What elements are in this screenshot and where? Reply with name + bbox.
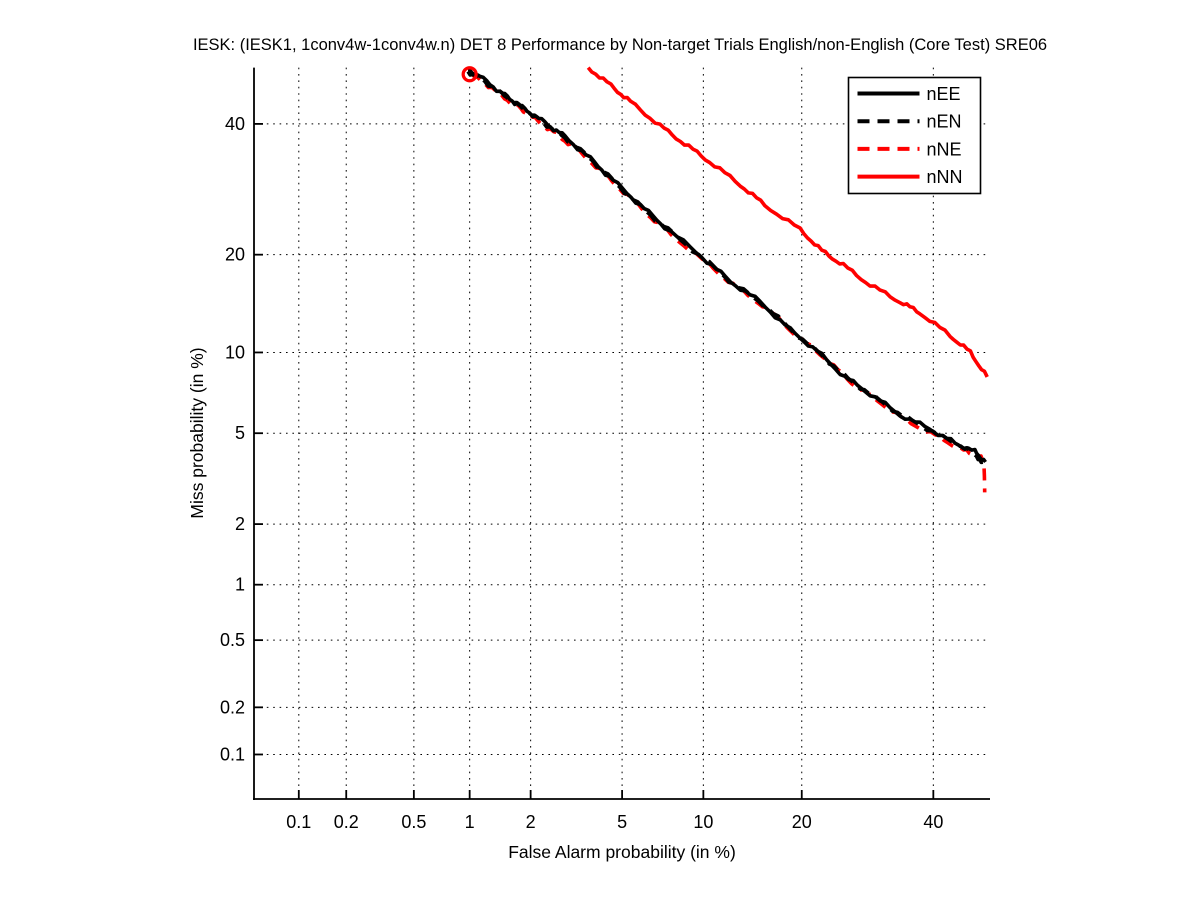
curve-start-marker-group — [461, 66, 478, 83]
x-tick-label: 0.5 — [401, 812, 426, 832]
y-tick-label: 2 — [235, 514, 245, 534]
y-tick-label: 0.2 — [220, 697, 245, 717]
y-tick-label: 5 — [235, 423, 245, 443]
x-tick-label: 20 — [792, 812, 812, 832]
x-tick-label: 0.2 — [334, 812, 359, 832]
x-tick-label: 0.1 — [286, 812, 311, 832]
y-tick-label: 0.1 — [220, 744, 245, 764]
legend-label-nNE: nNE — [927, 139, 962, 159]
det-curve-nEN — [466, 70, 988, 470]
x-tick-label: 40 — [923, 812, 943, 832]
x-tick-label: 10 — [693, 812, 713, 832]
x-tick-label: 2 — [526, 812, 536, 832]
y-axis-label: Miss probability (in %) — [187, 347, 207, 518]
tick-labels: 0.1 0.1 0.2 0.2 0.5 0.5 1 1 2 2 5 5 10 10 20 20 40 40 — [220, 114, 943, 832]
legend-label-nNN: nNN — [927, 167, 963, 187]
axes — [253, 67, 990, 800]
y-tick-label: 1 — [235, 575, 245, 595]
x-tick-label: 5 — [617, 812, 627, 832]
plot-title: IESK: (IESK1, 1conv4w-1conv4w.n) DET 8 P… — [193, 36, 1047, 54]
x-axis-label: False Alarm probability (in %) — [508, 842, 736, 862]
y-tick-label: 40 — [225, 114, 245, 134]
det-curves — [466, 66, 989, 493]
legend-label-nEE: nEE — [927, 84, 961, 104]
legend-box-group: nEE nEN nNE nNN — [847, 76, 982, 195]
y-tick-label: 10 — [225, 342, 245, 362]
curve-start-circle-icon — [461, 66, 478, 83]
y-tick-label: 20 — [225, 245, 245, 265]
y-tick-label: 0.5 — [220, 630, 245, 650]
legend-box — [847, 76, 982, 195]
det-curve-nNN — [586, 66, 989, 378]
x-tick-label: 1 — [465, 812, 475, 832]
legend-label-nEN: nEN — [927, 112, 962, 132]
